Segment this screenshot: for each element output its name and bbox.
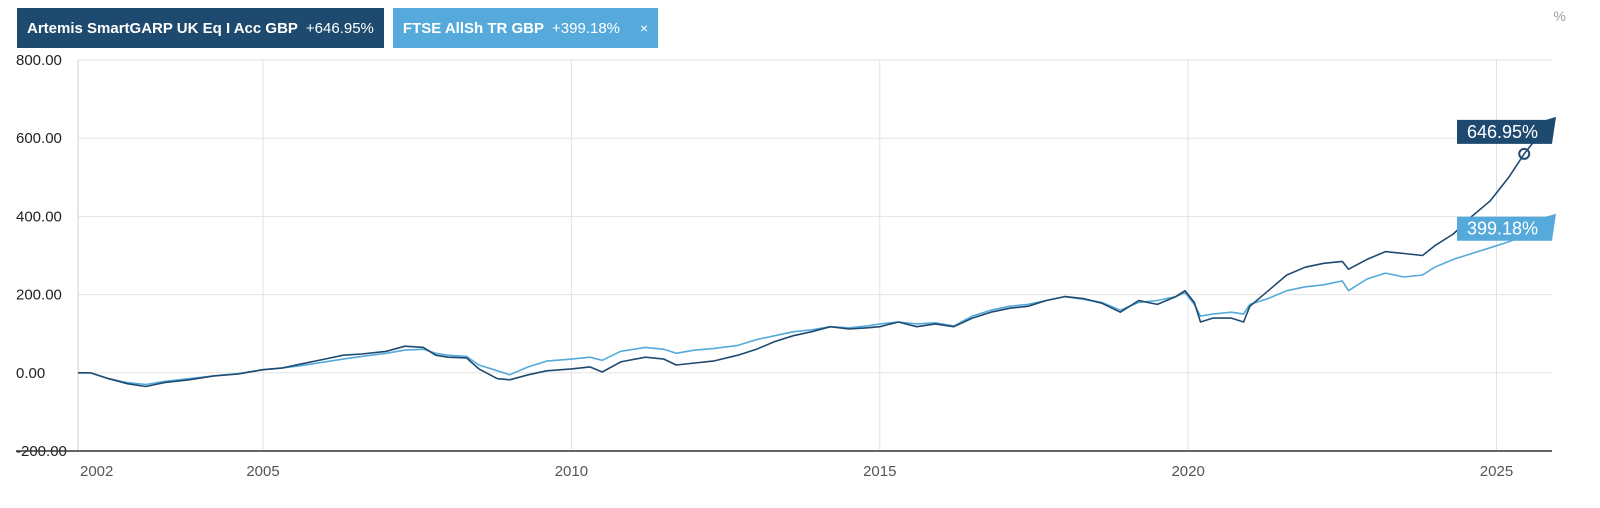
legend-fund-name: Artemis SmartGARP UK Eq I Acc GBP [27,19,298,37]
series-layer [78,119,1553,388]
legend: Artemis SmartGARP UK Eq I Acc GBP +646.9… [17,8,659,48]
y-tick-label: 200.00 [16,287,62,304]
x-tick-label: 2010 [555,463,588,480]
legend-index-name: FTSE AllSh TR GBP [402,19,545,37]
end-label-layer: 646.95% 399.18% [1457,116,1556,241]
remove-series-close-icon[interactable]: × [640,20,649,36]
series-line-index [78,216,1553,386]
y-tick-label: 600.00 [16,130,62,147]
x-tick-label: 2025 [1480,463,1513,480]
end-label-index: 399.18% [1467,219,1538,239]
y-tick-label: 800.00 [16,52,62,69]
x-tick-label: 2002 [80,463,113,480]
end-label-bg-fund [1457,116,1556,144]
hover-marker [1518,147,1531,160]
end-label-bg-index [1457,213,1556,241]
series-line-fund [78,119,1553,388]
legend-fund-change: +646.95% [305,19,374,37]
y-tick-label: 400.00 [16,208,62,225]
legend-chip-index[interactable]: FTSE AllSh TR GBP +399.18% × [392,8,659,48]
y-tick-label: 0.00 [16,365,45,382]
end-label-fund: 646.95% [1467,122,1538,142]
grid-layer [78,59,1552,451]
legend-chip-fund[interactable]: Artemis SmartGARP UK Eq I Acc GBP +646.9… [17,8,384,48]
legend-index-change: +399.18% [552,19,621,37]
unit-label: % [1553,8,1566,24]
x-tick-label: 2020 [1171,463,1204,480]
x-tick-label: 2015 [863,463,896,480]
x-tick-label: 2005 [246,463,279,480]
